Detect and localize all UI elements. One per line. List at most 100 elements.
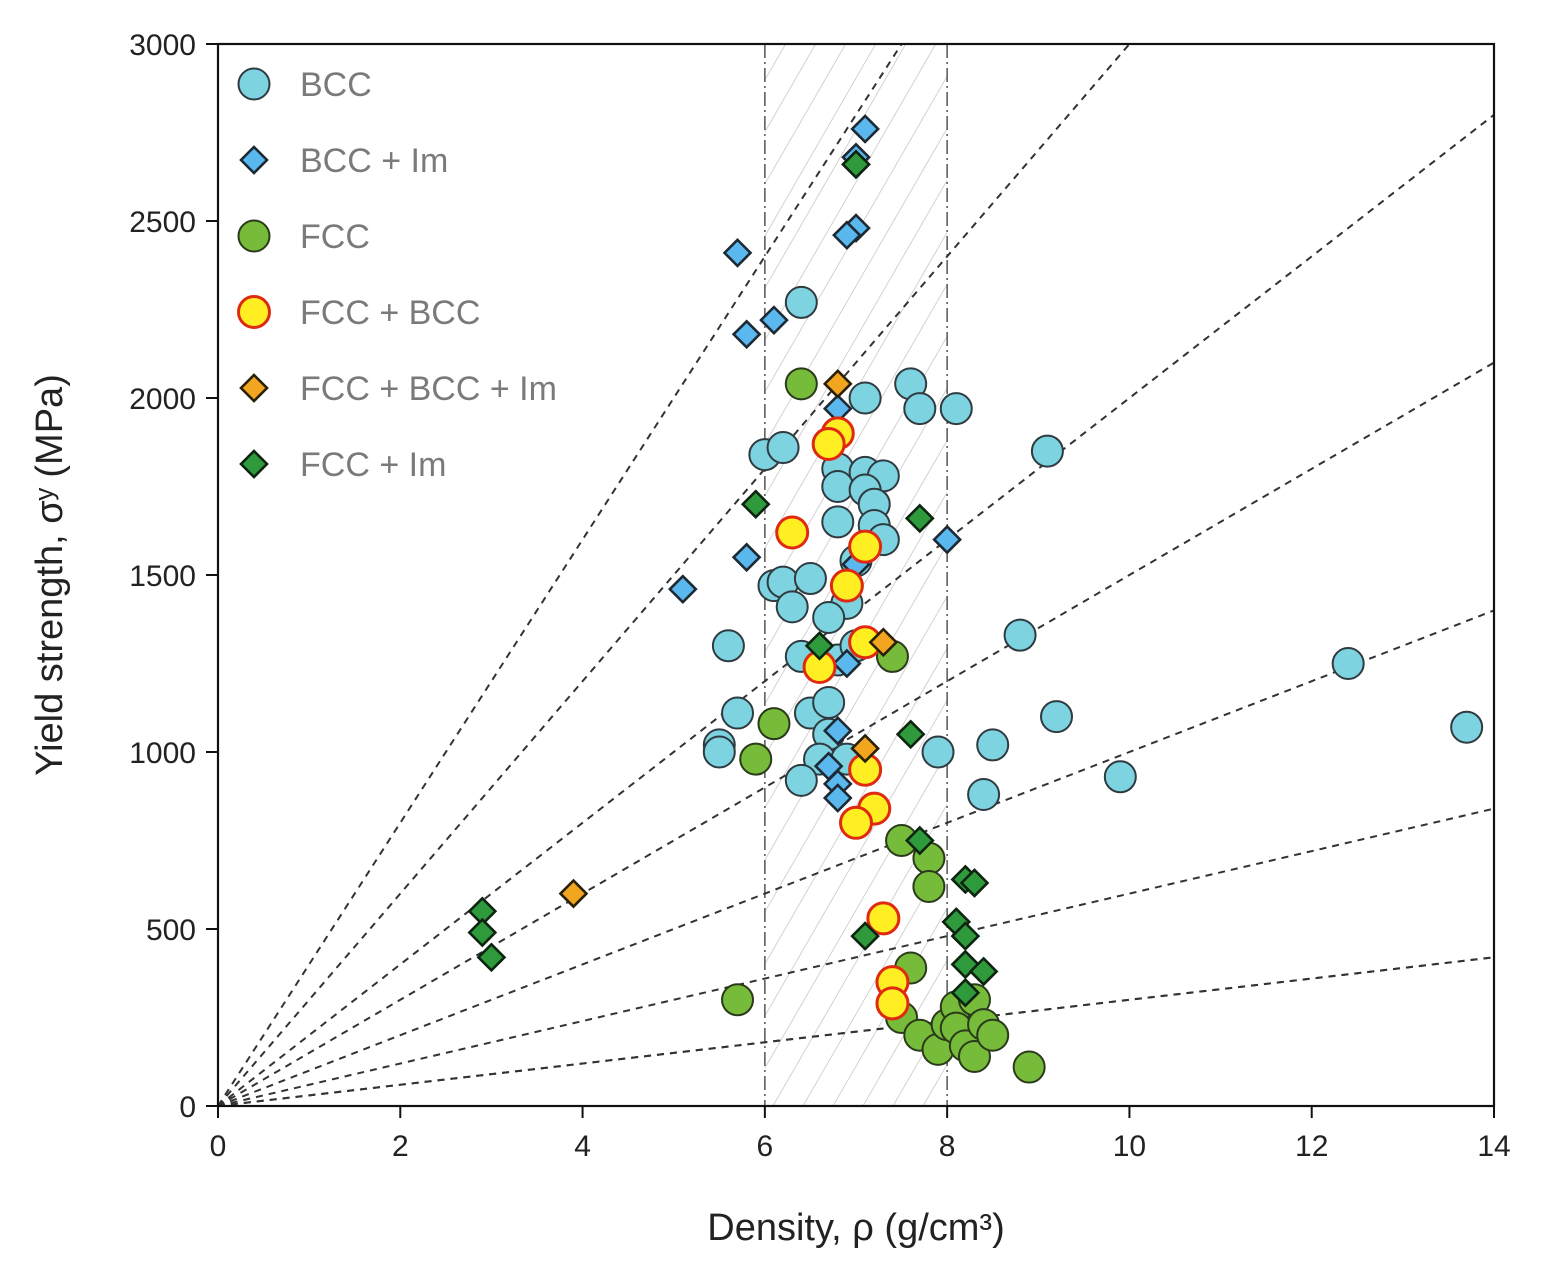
data-point xyxy=(822,715,853,746)
x-tick-label: 4 xyxy=(574,1130,591,1163)
data-point xyxy=(950,921,981,951)
axis-ticks: 0 2 4 6 8 10 12 14 0 500 1000 1500 2000 2500 3000 xyxy=(129,29,1510,1163)
legend-label: FCC + BCC + Im xyxy=(300,370,557,408)
data-point xyxy=(957,1039,991,1073)
legend-item: FCC xyxy=(237,218,370,256)
x-tick-label: 8 xyxy=(939,1130,956,1163)
y-tick-label: 2500 xyxy=(129,206,196,239)
data-point xyxy=(721,696,755,730)
legend-diamond-marker xyxy=(239,145,269,175)
data-point xyxy=(976,728,1010,762)
data-point xyxy=(822,783,853,813)
data-point xyxy=(467,917,498,948)
data-point xyxy=(476,942,507,973)
data-point xyxy=(921,735,955,769)
data-point xyxy=(731,319,762,350)
y-tick-label: 500 xyxy=(146,914,196,947)
data-point xyxy=(775,590,809,624)
x-tick-label: 10 xyxy=(1113,1130,1146,1163)
legend-circle-marker xyxy=(237,219,271,253)
guide-line xyxy=(218,44,903,1106)
data-point xyxy=(850,921,880,951)
legend-circle-marker xyxy=(237,67,271,101)
legend-item: FCC + BCC xyxy=(237,294,480,332)
legend-label: BCC + Im xyxy=(300,142,448,180)
data-point xyxy=(740,489,771,520)
series-fcc xyxy=(721,367,1046,1084)
legend-label: FCC + Im xyxy=(300,446,446,484)
data-point xyxy=(1040,700,1074,734)
legend: BCC BCC + Im FCC FCC + BCC FCC + BCC + Im FCC… xyxy=(237,66,557,484)
series-fcc-bcc xyxy=(775,416,910,1021)
data-point xyxy=(903,392,937,426)
data-point xyxy=(784,285,818,319)
x-tick-label: 6 xyxy=(757,1130,774,1163)
guide-line xyxy=(218,44,1131,1106)
data-point xyxy=(784,367,818,401)
data-point xyxy=(832,220,862,250)
data-point xyxy=(766,431,800,465)
data-point xyxy=(848,381,882,415)
legend-item: FCC + BCC + Im xyxy=(239,370,557,408)
data-point xyxy=(775,515,810,550)
data-point xyxy=(848,529,883,564)
legend-item: FCC + Im xyxy=(239,446,446,484)
data-point xyxy=(812,685,846,719)
data-point xyxy=(841,149,871,180)
legend-item: BCC xyxy=(237,66,372,104)
data-point xyxy=(968,956,999,987)
data-point xyxy=(757,707,791,741)
data-point xyxy=(759,305,789,335)
legend-item: BCC + Im xyxy=(239,142,448,180)
data-point xyxy=(821,470,855,503)
guide-line xyxy=(218,807,1494,1106)
data-point xyxy=(829,568,864,603)
legend-label: FCC + BCC xyxy=(300,294,480,332)
y-axis-title: Yield strength, σʸ (MPa) xyxy=(29,374,71,776)
data-point xyxy=(722,238,753,268)
x-tick-label: 0 xyxy=(210,1130,227,1163)
y-tick-label: 1500 xyxy=(129,560,196,593)
data-point xyxy=(912,870,946,904)
data-point xyxy=(976,1018,1010,1052)
data-point xyxy=(1012,1050,1046,1084)
series-fcc-im xyxy=(467,149,999,1008)
legend-diamond-marker xyxy=(239,449,269,479)
data-point xyxy=(822,369,853,399)
data-point xyxy=(1103,760,1137,794)
legend-diamond-marker xyxy=(239,373,269,403)
series-fcc-bcc-im xyxy=(558,369,899,909)
data-point xyxy=(711,629,745,663)
legend-circle-marker xyxy=(237,295,271,329)
data-point xyxy=(1030,434,1064,468)
legend-label: FCC xyxy=(300,218,370,256)
data-point xyxy=(1450,710,1484,744)
data-point xyxy=(1003,618,1037,652)
data-point xyxy=(1331,647,1365,680)
data-point xyxy=(731,542,762,573)
legend-label: BCC xyxy=(300,66,372,104)
data-point xyxy=(875,986,910,1021)
data-point xyxy=(821,505,855,539)
x-axis-title: Density, ρ (g/cm³) xyxy=(707,1207,1005,1249)
x-tick-label: 2 xyxy=(392,1130,409,1163)
series-bcc-im xyxy=(667,114,962,813)
data-point xyxy=(832,648,862,679)
y-tick-label: 2000 xyxy=(129,383,196,416)
data-point xyxy=(932,524,962,555)
data-point xyxy=(866,901,901,936)
data-point xyxy=(939,392,973,426)
data-point xyxy=(850,114,880,144)
data-point xyxy=(967,777,1001,811)
data-point xyxy=(804,630,835,661)
data-point xyxy=(784,763,818,797)
data-point xyxy=(812,600,846,634)
guide-line xyxy=(218,956,1494,1106)
y-tick-label: 0 xyxy=(179,1091,196,1124)
data-point xyxy=(667,574,698,604)
data-point xyxy=(850,733,880,764)
data-point xyxy=(839,805,873,840)
data-point xyxy=(721,983,755,1017)
data-point xyxy=(904,503,935,534)
